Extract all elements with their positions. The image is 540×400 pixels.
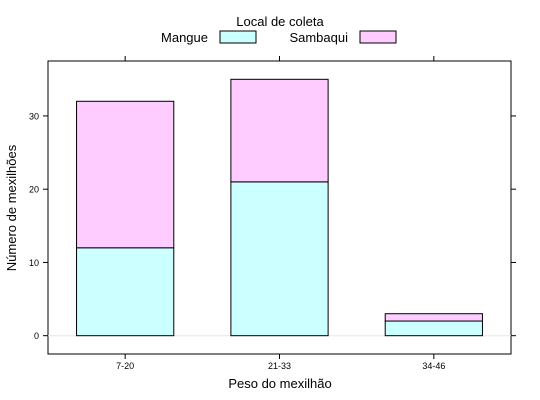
x-tick-label: 34-46 xyxy=(422,361,445,371)
bar-34-46-sambaqui xyxy=(385,314,482,321)
legend-swatch-sambaqui xyxy=(360,31,396,43)
legend-swatch-mangue xyxy=(220,31,256,43)
legend-title: Local de coleta xyxy=(236,14,324,29)
bar-7-20-mangue xyxy=(77,248,174,336)
x-axis-title: Peso do mexilhão xyxy=(228,376,331,391)
legend-label-mangue: Mangue xyxy=(161,30,208,45)
bar-7-20-sambaqui xyxy=(77,101,174,248)
y-axis-title: Número de mexilhões xyxy=(4,144,19,271)
y-tick-label: 0 xyxy=(34,331,39,341)
legend-label-sambaqui: Sambaqui xyxy=(289,30,348,45)
bar-21-33-sambaqui xyxy=(231,79,328,182)
bar-34-46-mangue xyxy=(385,321,482,336)
x-tick-label: 7-20 xyxy=(116,361,134,371)
x-tick-label: 21-33 xyxy=(268,361,291,371)
bar-21-33-mangue xyxy=(231,182,328,336)
legend: Local de coleta Mangue Sambaqui xyxy=(161,14,396,45)
bars xyxy=(77,79,483,335)
y-tick-label: 10 xyxy=(29,258,39,268)
y-tick-label: 20 xyxy=(29,185,39,195)
y-tick-label: 30 xyxy=(29,111,39,121)
